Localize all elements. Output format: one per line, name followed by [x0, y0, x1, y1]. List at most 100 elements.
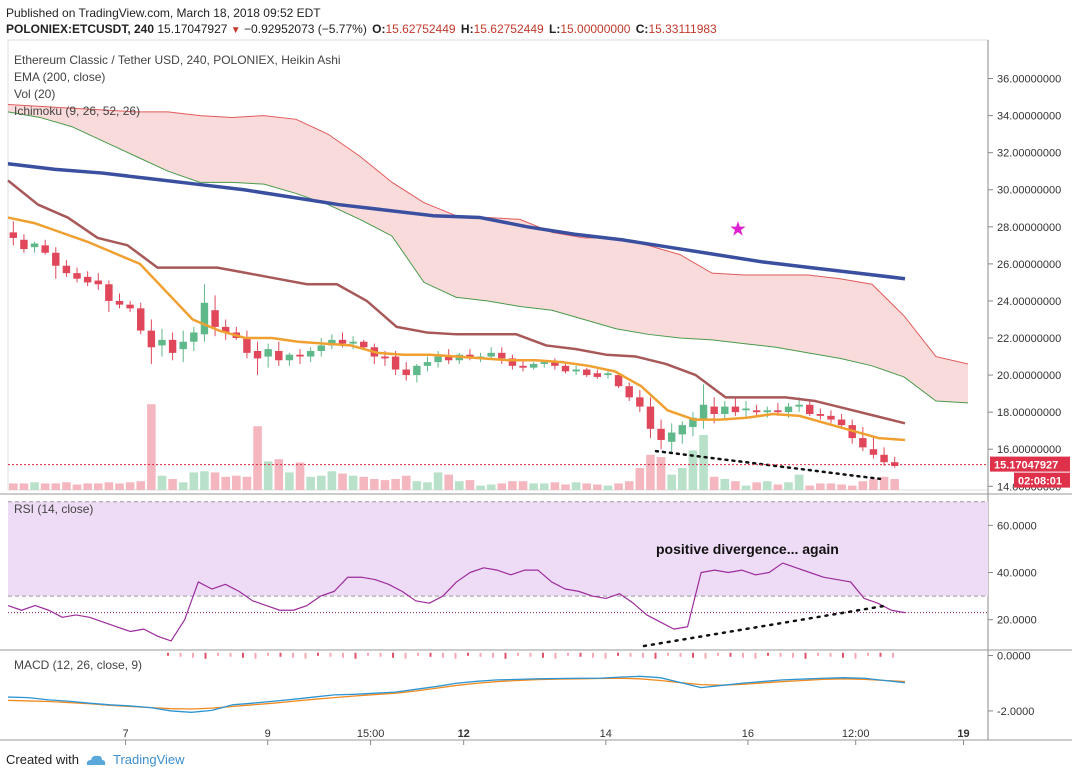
rsi-band: [8, 501, 988, 597]
candle-body: [636, 397, 644, 407]
candle-body: [423, 362, 432, 366]
legend-title: Ethereum Classic / Tether USD, 240, POLO…: [14, 53, 341, 67]
volume-bar: [391, 479, 400, 490]
candle-body: [721, 406, 729, 415]
volume-bar: [125, 482, 135, 490]
candle-body: [317, 345, 325, 351]
volume-bar: [550, 482, 560, 490]
volume-bar: [561, 484, 570, 490]
candle-body: [561, 365, 570, 372]
candle-body: [94, 280, 102, 285]
candle-body: [551, 362, 559, 366]
volume-bar: [497, 483, 507, 490]
candle-body: [604, 373, 612, 376]
volume-bar: [423, 482, 432, 490]
volume-bar: [858, 481, 868, 490]
volume-bar: [327, 471, 337, 490]
footer-brand[interactable]: TradingView: [112, 752, 185, 767]
volume-bar: [168, 479, 177, 490]
macd-tick-label: -2.0000: [997, 706, 1034, 718]
candle-body: [519, 365, 527, 368]
macd-tick-label: 0.0000: [997, 651, 1031, 663]
time-tag: 02:08:01: [1018, 476, 1062, 488]
candle-body: [689, 417, 697, 427]
candle-body: [349, 341, 357, 344]
legend-macd: MACD (12, 26, close, 9): [14, 658, 143, 672]
volume-bar: [816, 483, 825, 490]
volume-bar: [51, 483, 61, 490]
volume-bar: [412, 481, 422, 490]
volume-bar: [890, 479, 899, 490]
tradingview-logo-icon: [86, 755, 106, 765]
volume-bar: [529, 483, 538, 490]
macd-line: [7, 675, 906, 713]
volume-bar: [285, 472, 294, 490]
volume-bar: [656, 457, 666, 490]
volume-bar: [784, 482, 793, 490]
time-tick-label: 9: [265, 728, 271, 740]
span-b-line: [7, 111, 969, 404]
volume-bar: [869, 479, 878, 490]
candle-body: [657, 428, 665, 440]
candle-body: [880, 454, 888, 463]
candle-body: [83, 276, 92, 283]
candle-body: [221, 326, 230, 333]
candle-body: [115, 300, 124, 305]
volume-bar: [847, 485, 857, 490]
volume-bar: [582, 483, 592, 490]
candle-body: [498, 352, 506, 359]
candle-body: [264, 349, 272, 357]
volume-bar: [210, 472, 220, 490]
volume-bar: [593, 484, 602, 490]
time-tick-label: 7: [123, 728, 129, 740]
candle-body: [890, 462, 899, 466]
candle-body: [402, 369, 410, 376]
volume-bar: [837, 484, 846, 490]
candle-body: [275, 350, 283, 361]
volume-bar: [30, 482, 39, 490]
candle-body: [444, 356, 453, 361]
candle-body: [9, 232, 18, 238]
volume-bar: [316, 475, 326, 490]
rsi-tick-label: 40.0000: [997, 568, 1037, 580]
candle-body: [795, 404, 803, 407]
volume-bar: [242, 476, 252, 490]
volume-bar: [476, 485, 485, 490]
volume-bar: [678, 468, 687, 490]
price-tick-label: 34.00000000: [997, 111, 1061, 123]
candle-body: [285, 354, 294, 361]
volume-bar: [104, 482, 114, 490]
volume-bar: [465, 480, 475, 490]
volume-bar: [646, 454, 655, 490]
candle-body: [540, 362, 548, 364]
candle-body: [30, 243, 39, 248]
time-tick-label: 16: [742, 728, 754, 740]
candle-body: [190, 332, 198, 342]
volume-bar: [401, 475, 411, 490]
candle-body: [168, 339, 177, 353]
candle-body: [487, 352, 495, 357]
macd-signal-line: [7, 677, 906, 710]
volume-bar: [805, 485, 815, 490]
tenkan-line: [7, 216, 906, 442]
annotation-text: positive divergence... again: [656, 541, 839, 557]
footer: Created with TradingView: [6, 752, 185, 767]
candle-body: [306, 350, 315, 357]
volume-bar: [879, 476, 889, 490]
legend-vol: Vol (20): [14, 87, 56, 101]
candle-body: [742, 408, 750, 411]
candle-body: [211, 310, 219, 327]
rsi-line: [7, 562, 906, 642]
volume-bar: [486, 484, 496, 490]
candle-body: [731, 406, 740, 413]
candle-body: [508, 358, 517, 366]
volume-bar: [115, 483, 124, 490]
candle-body: [763, 410, 771, 413]
volume-bar: [444, 474, 453, 490]
rsi-divergence-line: [642, 604, 886, 648]
price-tag: 15.17047927: [994, 460, 1058, 472]
volume-bar: [433, 472, 443, 490]
price-tag-box: [990, 456, 1070, 472]
candle-body: [646, 406, 655, 429]
